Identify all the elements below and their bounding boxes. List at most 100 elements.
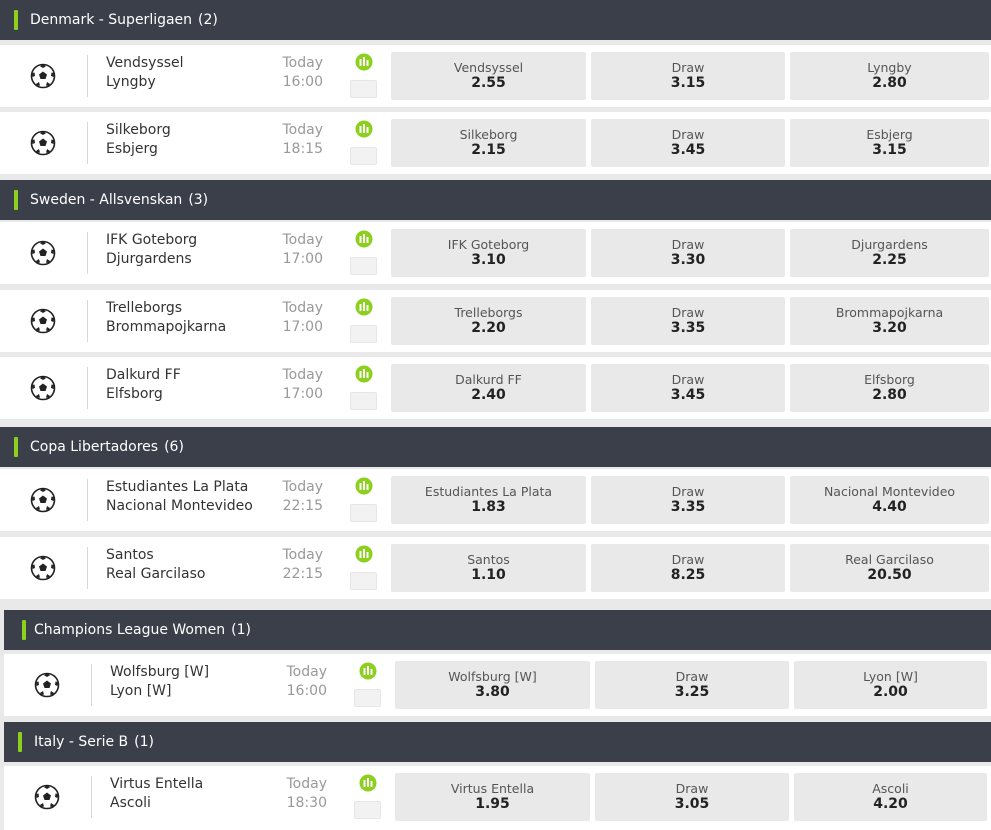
divider bbox=[87, 232, 88, 274]
bar-chart-icon[interactable] bbox=[355, 120, 373, 138]
odds-button-home[interactable]: Virtus Entella 1.95 bbox=[395, 773, 590, 821]
match-row[interactable]: Wolfsburg [W] Lyon [W] Today 16:00 Wolfs… bbox=[4, 654, 991, 716]
league-title: Sweden - Allsvenskan (3) bbox=[30, 192, 208, 208]
league-header[interactable]: Champions League Women (1) bbox=[4, 610, 991, 650]
league-header[interactable]: Denmark - Superligaen (2) bbox=[0, 0, 991, 40]
stats-toggle[interactable] bbox=[354, 689, 381, 707]
match-time: 18:30 bbox=[286, 795, 327, 811]
league-name: Italy - Serie B bbox=[34, 734, 129, 750]
home-team: Virtus Entella bbox=[110, 776, 204, 792]
odds-button-away[interactable]: Elfsborg 2.80 bbox=[790, 364, 989, 412]
odds-price: 8.25 bbox=[670, 567, 706, 583]
bar-chart-icon[interactable] bbox=[355, 53, 373, 71]
odds-button-draw[interactable]: Draw 3.30 bbox=[591, 229, 785, 277]
accent-bar bbox=[14, 437, 18, 457]
match-row[interactable]: Estudiantes La Plata Nacional Montevideo… bbox=[0, 469, 991, 531]
stats-toggle[interactable] bbox=[350, 504, 377, 522]
odds-button-away[interactable]: Real Garcilaso 20.50 bbox=[790, 544, 989, 592]
odds-button-draw[interactable]: Draw 3.35 bbox=[591, 476, 785, 524]
odds-button-home[interactable]: Vendsyssel 2.55 bbox=[391, 52, 586, 100]
odds-button-home[interactable]: Silkeborg 2.15 bbox=[391, 119, 586, 167]
bar-chart-icon[interactable] bbox=[355, 545, 373, 563]
match-row[interactable]: Silkeborg Esbjerg Today 18:15 Silkeborg 2… bbox=[0, 112, 991, 174]
odds-price: 1.95 bbox=[475, 796, 510, 812]
selection-label: Draw bbox=[671, 372, 705, 387]
odds-button-home[interactable]: Trelleborgs 2.20 bbox=[391, 297, 586, 345]
odds-price: 2.15 bbox=[471, 142, 506, 158]
odds-price: 1.10 bbox=[471, 567, 506, 583]
stats-toggle[interactable] bbox=[350, 325, 377, 343]
league-name: Denmark - Superligaen bbox=[30, 12, 193, 28]
odds-button-away[interactable]: Ascoli 4.20 bbox=[794, 773, 987, 821]
odds-button-away[interactable]: Lyngby 2.80 bbox=[790, 52, 989, 100]
odds-button-draw[interactable]: Draw 8.25 bbox=[591, 544, 785, 592]
odds-button-draw[interactable]: Draw 3.25 bbox=[595, 661, 789, 709]
bar-chart-icon[interactable] bbox=[355, 477, 373, 495]
selection-label: Draw bbox=[671, 127, 705, 142]
divider bbox=[87, 300, 88, 342]
selection-label: Draw bbox=[671, 60, 705, 75]
odds-button-draw[interactable]: Draw 3.05 bbox=[595, 773, 789, 821]
odds-button-draw[interactable]: Draw 3.45 bbox=[591, 119, 785, 167]
league-count: (2) bbox=[198, 12, 218, 28]
stats-toggle[interactable] bbox=[350, 257, 377, 275]
bar-chart-icon[interactable] bbox=[355, 298, 373, 316]
accent-bar bbox=[22, 620, 26, 640]
match-day: Today bbox=[282, 122, 324, 138]
odds-price: 3.30 bbox=[670, 252, 706, 268]
home-team: Wolfsburg [W] bbox=[110, 664, 210, 680]
selection-label: Lyngby bbox=[867, 60, 912, 75]
odds-price: 20.50 bbox=[867, 567, 912, 583]
stats-toggle[interactable] bbox=[350, 392, 377, 410]
match-row[interactable]: Virtus Entella Ascoli Today 18:30 Virtus… bbox=[4, 766, 991, 830]
selection-label: Silkeborg bbox=[459, 127, 518, 142]
odds-price: 3.15 bbox=[670, 75, 706, 91]
match-row[interactable]: Dalkurd FF Elfsborg Today 17:00 Dalkurd … bbox=[0, 357, 991, 419]
away-team: Elfsborg bbox=[106, 386, 163, 402]
bar-chart-icon[interactable] bbox=[359, 774, 377, 792]
odds-button-home[interactable]: IFK Goteborg 3.10 bbox=[391, 229, 586, 277]
match-row[interactable]: Vendsyssel Lyngby Today 16:00 Vendsyssel… bbox=[0, 45, 991, 107]
away-team: Ascoli bbox=[110, 795, 151, 811]
soccer-ball-icon bbox=[30, 130, 56, 156]
odds-button-away[interactable]: Esbjerg 3.15 bbox=[790, 119, 989, 167]
league-title: Champions League Women (1) bbox=[34, 622, 251, 638]
odds-button-away[interactable]: Nacional Montevideo 4.40 bbox=[790, 476, 989, 524]
league-header[interactable]: Copa Libertadores (6) bbox=[0, 427, 991, 467]
league-header[interactable]: Italy - Serie B (1) bbox=[4, 722, 991, 762]
odds-button-home[interactable]: Santos 1.10 bbox=[391, 544, 586, 592]
odds-button-draw[interactable]: Draw 3.15 bbox=[591, 52, 785, 100]
league-header[interactable]: Sweden - Allsvenskan (3) bbox=[0, 180, 991, 220]
stats-toggle[interactable] bbox=[350, 147, 377, 165]
stats-toggle[interactable] bbox=[350, 572, 377, 590]
odds-button-away[interactable]: Djurgardens 2.25 bbox=[790, 229, 989, 277]
soccer-ball-icon bbox=[30, 487, 56, 513]
bar-chart-icon[interactable] bbox=[355, 230, 373, 248]
match-day: Today bbox=[282, 479, 324, 495]
odds-button-draw[interactable]: Draw 3.45 bbox=[591, 364, 785, 412]
home-team: Trelleborgs bbox=[106, 300, 183, 316]
selection-label: Vendsyssel bbox=[453, 60, 524, 75]
odds-price: 3.10 bbox=[471, 252, 506, 268]
match-time: 17:00 bbox=[282, 251, 323, 267]
odds-price: 4.40 bbox=[872, 499, 907, 515]
odds-button-draw[interactable]: Draw 3.35 bbox=[591, 297, 785, 345]
stats-toggle[interactable] bbox=[350, 80, 377, 98]
odds-button-away[interactable]: Brommapojkarna 3.20 bbox=[790, 297, 989, 345]
soccer-ball-icon bbox=[30, 63, 56, 89]
league-name: Sweden - Allsvenskan bbox=[30, 192, 183, 208]
odds-button-away[interactable]: Lyon [W] 2.00 bbox=[794, 661, 987, 709]
odds-button-home[interactable]: Wolfsburg [W] 3.80 bbox=[395, 661, 590, 709]
away-team: Nacional Montevideo bbox=[106, 498, 253, 514]
odds-price: 2.25 bbox=[872, 252, 907, 268]
match-row[interactable]: IFK Goteborg Djurgardens Today 17:00 IFK… bbox=[0, 222, 991, 284]
match-row[interactable]: Trelleborgs Brommapojkarna Today 17:00 T… bbox=[0, 290, 991, 352]
odds-button-home[interactable]: Dalkurd FF 2.40 bbox=[391, 364, 586, 412]
home-team: Silkeborg bbox=[106, 122, 171, 138]
league-count: (1) bbox=[134, 734, 154, 750]
bar-chart-icon[interactable] bbox=[359, 662, 377, 680]
stats-toggle[interactable] bbox=[354, 801, 381, 819]
match-row[interactable]: Santos Real Garcilaso Today 22:15 Santos… bbox=[0, 537, 991, 599]
odds-button-home[interactable]: Estudiantes La Plata 1.83 bbox=[391, 476, 586, 524]
bar-chart-icon[interactable] bbox=[355, 365, 373, 383]
